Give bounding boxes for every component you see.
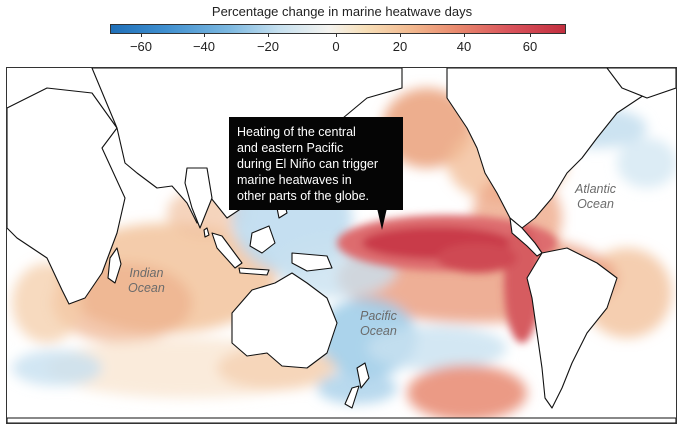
tick-mark [464, 33, 465, 37]
tick-label: 40 [456, 39, 472, 54]
tick-mark [268, 33, 269, 37]
tick-label: 20 [392, 39, 408, 54]
land-central-america [509, 217, 543, 257]
heatmap-svg [7, 68, 676, 423]
land-greenland [606, 68, 676, 99]
land-antarctica [7, 417, 676, 423]
tick-mark [141, 33, 142, 37]
tick-label: −20 [256, 39, 280, 54]
atlantic-ocean-label: Atlantic Ocean [575, 182, 616, 212]
tick-mark [204, 33, 205, 37]
land-borneo [249, 225, 276, 254]
land-australia [231, 272, 338, 369]
land-new-guinea [291, 252, 333, 272]
callout-line: and eastern Pacific [237, 141, 344, 155]
ocean-label-line: Atlantic [575, 182, 616, 196]
callout-line: other parts of the globe. [237, 189, 370, 203]
tick-label: −40 [192, 39, 216, 54]
land-sri-lanka [203, 227, 210, 238]
land-madagascar [107, 247, 122, 284]
callout-line: during El Niño can trigger [237, 157, 379, 171]
ocean-label-line: Ocean [128, 281, 165, 295]
land-africa [7, 87, 126, 305]
tick-mark [530, 33, 531, 37]
pacific-ocean-label: Pacific Ocean [360, 309, 397, 339]
ocean-label-line: Ocean [577, 197, 614, 211]
el-nino-core [337, 215, 557, 343]
tick-mark [336, 33, 337, 37]
tick-label: 0 [332, 39, 340, 54]
ocean-label-line: Pacific [360, 309, 397, 323]
land-new-zealand-south [344, 385, 360, 409]
tick-label: −60 [129, 39, 153, 54]
legend-title: Percentage change in marine heatwave day… [211, 4, 473, 19]
coastlines [7, 68, 676, 423]
ocean-label-line: Ocean [360, 324, 397, 338]
tick-label: 60 [522, 39, 538, 54]
land-sumatra [211, 232, 243, 269]
color-bar [110, 24, 566, 34]
el-nino-callout: Heating of the central and eastern Pacif… [229, 117, 403, 210]
tick-mark [400, 33, 401, 37]
callout-line: marine heatwaves in [237, 173, 352, 187]
ocean-label-line: Indian [129, 266, 164, 280]
indian-ocean-label: Indian Ocean [128, 266, 165, 296]
land-india [184, 167, 213, 229]
land-south-america [526, 247, 618, 409]
land-java [238, 267, 270, 276]
land-new-zealand [356, 362, 370, 389]
callout-line: Heating of the central [237, 125, 356, 139]
callout-pointer [377, 208, 387, 230]
